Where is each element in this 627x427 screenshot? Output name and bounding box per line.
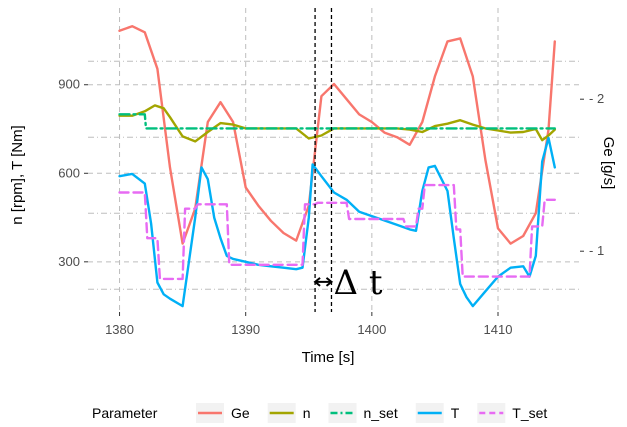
x-tick-label: 1390 (231, 322, 260, 337)
series-line-n (118, 104, 556, 143)
y-tick-label: 600 (58, 165, 80, 180)
legend-label-n: n (303, 405, 311, 421)
legend-label-ge: Ge (231, 405, 250, 421)
x-tick-label: 1400 (357, 322, 386, 337)
legend-label-t-set: T_set (512, 405, 547, 421)
y-tick-label: 900 (58, 77, 80, 92)
x-axis-title: Time [s] (302, 349, 355, 366)
delta-t-annotation: Δ t (313, 8, 383, 312)
y2-axis-title: Ge [g/s] (600, 137, 617, 190)
series-group (118, 25, 556, 308)
delta-t-arrow-right (325, 277, 334, 287)
x-tick-label: 1380 (105, 322, 134, 337)
legend: Parameter Ge n n_set T T_set (92, 403, 547, 423)
series-line-ge (118, 25, 556, 245)
x-tick-label: 1410 (484, 322, 513, 337)
y-tick-label: 300 (58, 254, 80, 269)
delta-t-arrow-left (313, 277, 321, 287)
y2-tick-label: - 2 (589, 91, 604, 106)
y2-tick-label: - 1 (589, 243, 604, 258)
legend-label-n-set: n_set (363, 405, 397, 421)
legend-title: Parameter (92, 405, 158, 421)
series-line-t (118, 136, 556, 308)
y-axis-title: n [rpm], T [Nm] (9, 125, 26, 224)
legend-label-t: T (451, 405, 460, 421)
series-line-t-set (118, 183, 556, 281)
series-line-n-set (118, 113, 556, 130)
delta-t-label: Δ t (333, 263, 382, 303)
axes-group: 1380 1390 1400 1410 300 600 900 - 1 - 2 (58, 77, 604, 337)
